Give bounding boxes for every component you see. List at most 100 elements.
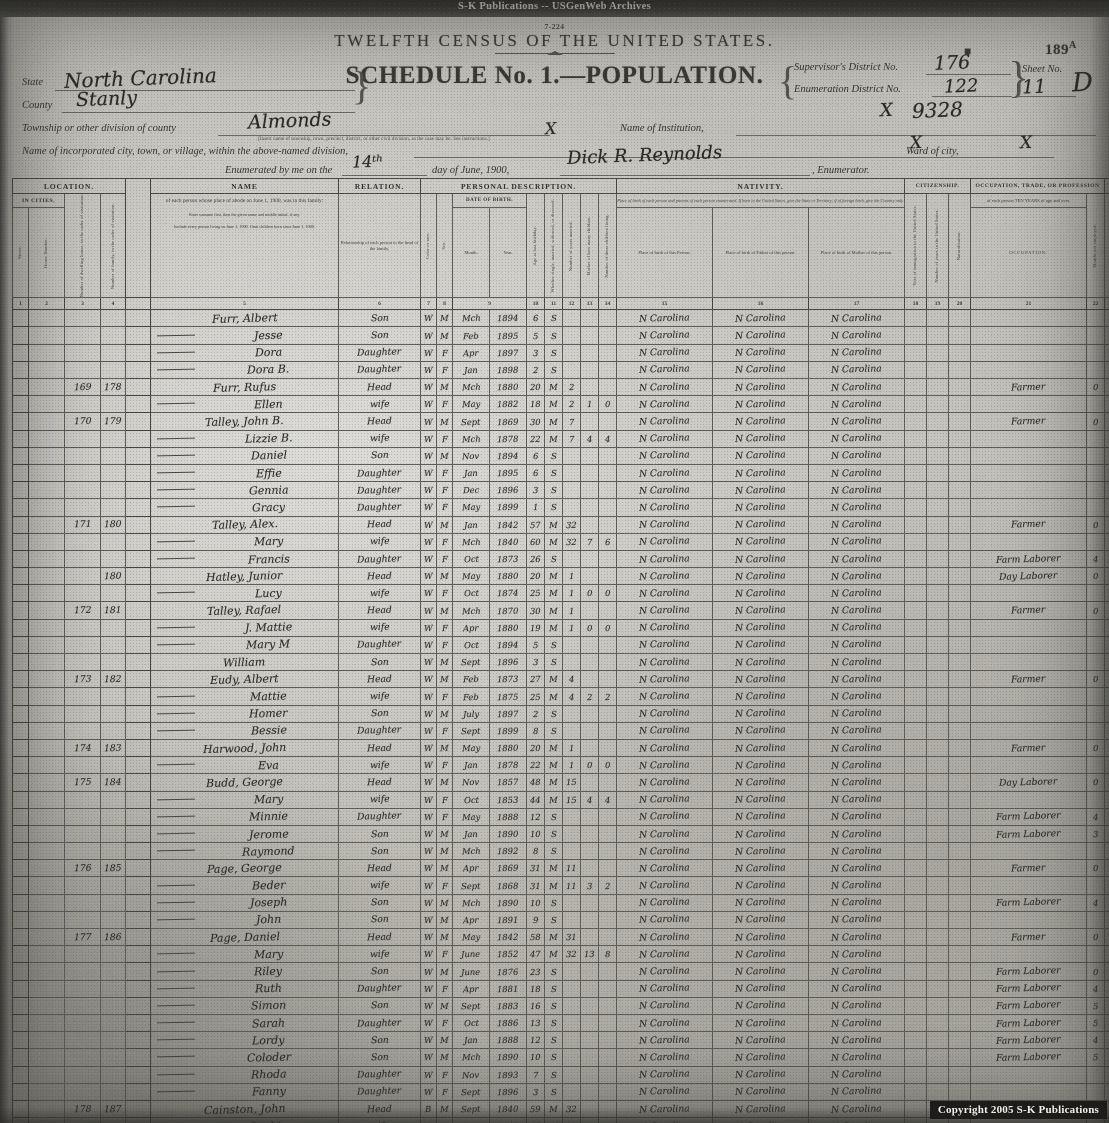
cell-color-28[interactable]: W	[420, 773, 438, 792]
cell-immigration-25[interactable]	[904, 721, 928, 740]
cell-birthplace-mother-8[interactable]: N Carolina	[808, 429, 906, 448]
cell-birthplace-father-44[interactable]: N Carolina	[712, 1048, 810, 1067]
cell-sex-48[interactable]: F	[436, 1117, 454, 1123]
cell-birthplace-mother-44[interactable]: N Carolina	[808, 1048, 906, 1067]
cell-gutter-44[interactable]	[125, 1048, 152, 1067]
cell-family-39[interactable]	[99, 962, 127, 981]
cell-years-married-41[interactable]	[562, 996, 582, 1015]
cell-age-1[interactable]: 6	[526, 309, 546, 328]
cell-birthplace-person-4[interactable]: N Carolina	[616, 360, 714, 380]
cell-years-married-44[interactable]	[562, 1048, 582, 1067]
cell-birth-year-42[interactable]: 1886	[489, 1013, 528, 1033]
cell-mother-children-40[interactable]	[580, 979, 600, 998]
cell-street-42[interactable]	[12, 1013, 29, 1033]
cell-gutter-24[interactable]	[125, 704, 152, 723]
cell-children-living-10[interactable]	[598, 463, 618, 483]
cell-dwelling-9[interactable]	[64, 446, 101, 465]
cell-street-34[interactable]	[12, 876, 29, 895]
cell-name-9[interactable]: Daniel	[150, 446, 340, 465]
table-row[interactable]: 169 178 Furr, Rufus Head W M Mch 1880 20 M 2 N Caro…	[12, 378, 1109, 397]
cell-occupation-15[interactable]: Farm Laborer	[970, 549, 1088, 569]
supervisor-district-value[interactable]: 176	[933, 51, 971, 75]
cell-color-5[interactable]: W	[420, 378, 438, 397]
cell-relation-34[interactable]: wife	[338, 876, 422, 895]
cell-name-8[interactable]: Lizzie B.	[150, 429, 340, 448]
cell-marital-28[interactable]: M	[544, 773, 564, 792]
cell-color-48[interactable]: B	[420, 1117, 438, 1123]
cell-immigration-32[interactable]	[904, 842, 928, 861]
cell-dwelling-1[interactable]	[64, 309, 101, 328]
cell-months-unemployed-23[interactable]	[1086, 687, 1106, 706]
cell-house-21[interactable]	[28, 653, 65, 672]
cell-mother-children-29[interactable]: 4	[580, 790, 600, 809]
cell-marital-30[interactable]: S	[544, 807, 564, 826]
cell-years-married-32[interactable]	[562, 842, 582, 861]
cell-occupation-46[interactable]	[970, 1082, 1088, 1101]
cell-birthplace-person-7[interactable]: N Carolina	[616, 412, 714, 431]
cell-dwelling-45[interactable]	[64, 1065, 101, 1084]
cell-mother-children-18[interactable]	[580, 601, 600, 620]
cell-birth-month-23[interactable]: Feb	[452, 687, 491, 706]
cell-occupation-25[interactable]	[970, 721, 1088, 740]
cell-birthplace-mother-35[interactable]: N Carolina	[808, 893, 906, 912]
cell-birth-month-39[interactable]: June	[452, 962, 491, 981]
cell-birthplace-mother-40[interactable]: N Carolina	[808, 979, 906, 998]
cell-mother-children-12[interactable]	[580, 498, 600, 517]
cell-children-living-37[interactable]	[598, 928, 618, 947]
cell-house-5[interactable]	[28, 378, 65, 397]
cell-birthplace-father-33[interactable]: N Carolina	[712, 859, 810, 878]
cell-sex-25[interactable]: F	[436, 721, 454, 740]
sheet-no-value[interactable]: 11	[1021, 75, 1047, 99]
cell-birthplace-mother-1[interactable]: N Carolina	[808, 309, 906, 328]
cell-birthplace-father-47[interactable]: N Carolina	[712, 1099, 810, 1119]
cell-birthplace-person-29[interactable]: N Carolina	[616, 790, 714, 809]
cell-family-40[interactable]	[99, 979, 127, 998]
cell-years-us-28[interactable]	[926, 773, 950, 792]
cell-school-45[interactable]: 0	[1104, 1065, 1109, 1084]
cell-color-34[interactable]: W	[420, 876, 438, 895]
cell-dwelling-32[interactable]	[64, 842, 101, 861]
cell-house-46[interactable]	[28, 1082, 65, 1101]
cell-immigration-48[interactable]	[904, 1117, 928, 1123]
cell-gutter-15[interactable]	[125, 549, 152, 569]
cell-school-32[interactable]: 2	[1104, 842, 1109, 861]
cell-immigration-16[interactable]	[904, 567, 928, 586]
cell-children-living-6[interactable]: 0	[598, 395, 618, 414]
cell-years-us-4[interactable]	[926, 360, 950, 380]
cell-relation-6[interactable]: wife	[338, 395, 422, 414]
cell-birth-month-22[interactable]: Feb	[452, 670, 491, 689]
cell-years-us-29[interactable]	[926, 790, 950, 809]
cell-birthplace-mother-25[interactable]: N Carolina	[808, 721, 906, 740]
cell-birthplace-person-46[interactable]: N Carolina	[616, 1082, 714, 1101]
cell-family-47[interactable]: 187	[99, 1099, 127, 1119]
cell-sex-33[interactable]: M	[436, 859, 454, 878]
cell-birth-year-17[interactable]: 1874	[489, 584, 528, 603]
cell-birthplace-father-16[interactable]: N Carolina	[712, 567, 810, 586]
cell-gutter-25[interactable]	[125, 721, 152, 740]
cell-relation-17[interactable]: wife	[338, 584, 422, 603]
cell-relation-41[interactable]: Son	[338, 996, 422, 1015]
cell-age-13[interactable]: 57	[526, 515, 546, 534]
cell-children-living-16[interactable]	[598, 567, 618, 586]
cell-months-unemployed-10[interactable]	[1086, 463, 1106, 483]
cell-dwelling-18[interactable]: 172	[64, 601, 101, 620]
cell-dwelling-11[interactable]	[64, 481, 101, 500]
cell-naturalization-8[interactable]	[948, 429, 972, 448]
cell-birthplace-person-9[interactable]: N Carolina	[616, 446, 714, 465]
cell-house-25[interactable]	[28, 721, 65, 740]
table-row[interactable]: Dora Daughter W F Apr 1897 3 S N Carolina N Carol…	[12, 343, 1109, 362]
cell-birthplace-mother-34[interactable]: N Carolina	[808, 876, 906, 895]
cell-school-22[interactable]	[1104, 670, 1109, 689]
cell-birthplace-person-32[interactable]: N Carolina	[616, 842, 714, 861]
cell-occupation-41[interactable]: Farm Laborer	[970, 996, 1088, 1015]
table-row[interactable]: Francis Daughter W F Oct 1873 26 S N Carolina N C…	[12, 549, 1109, 569]
cell-mother-children-31[interactable]	[580, 824, 600, 844]
cell-birthplace-father-18[interactable]: N Carolina	[712, 601, 810, 620]
cell-birthplace-mother-29[interactable]: N Carolina	[808, 790, 906, 809]
cell-immigration-5[interactable]	[904, 378, 928, 397]
cell-birth-year-8[interactable]: 1878	[489, 429, 528, 448]
cell-months-unemployed-19[interactable]	[1086, 618, 1106, 637]
cell-children-living-30[interactable]	[598, 807, 618, 826]
cell-name-47[interactable]: Cainston, John	[150, 1099, 340, 1119]
cell-naturalization-16[interactable]	[948, 567, 972, 586]
